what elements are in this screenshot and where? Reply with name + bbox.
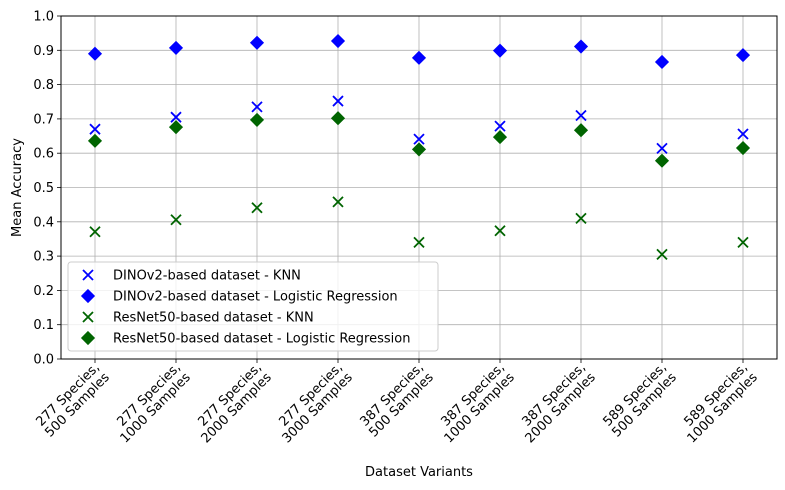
legend-box (67, 261, 439, 352)
data-point (411, 50, 427, 65)
svg-text:589 Species,500 Samples: 589 Species,500 Samples (599, 360, 679, 440)
legend-entry: ResNet50-based dataset - Logistic Regres… (80, 330, 410, 347)
legend-marker (80, 330, 96, 346)
y-axis: 0.0 0.1 0.2 0.3 0.4 0.5 0.6 0.7 0.8 0.9 1.0 (33, 10, 61, 368)
legend-marker (80, 288, 96, 304)
data-point (87, 133, 103, 148)
series-4 (87, 111, 751, 168)
data-point (249, 35, 265, 50)
x-tick-label: 589 Species,500 Samples (599, 360, 679, 440)
y-tick-label: 0.7 (33, 112, 54, 127)
data-point (330, 33, 346, 49)
data-point (654, 153, 670, 168)
data-point (492, 43, 508, 58)
data-point (89, 226, 101, 238)
svg-text:277 Species,2000 Samples: 277 Species,2000 Samples (189, 360, 275, 446)
y-tick-label: 0.3 (33, 250, 54, 265)
legend-label: ResNet50-based dataset - KNN (113, 311, 314, 326)
series-3 (89, 196, 749, 261)
data-point (737, 236, 749, 249)
data-point (575, 212, 587, 225)
legend-label: DINOv2-based dataset - Logistic Regressi… (113, 290, 398, 305)
legend: DINOv2-based dataset - KNN DINOv2-based d… (67, 261, 439, 352)
y-tick-label: 1.0 (33, 10, 54, 25)
data-point (575, 109, 587, 122)
data-point (251, 101, 263, 113)
y-tick-label: 0.9 (33, 44, 54, 59)
series-2 (87, 33, 751, 70)
y-axis-label: Mean Accuracy (10, 138, 25, 237)
svg-text:277 Species,3000 Samples: 277 Species,3000 Samples (270, 360, 356, 446)
data-point (332, 95, 344, 107)
data-point (168, 120, 184, 135)
data-point (735, 48, 751, 63)
x-axis: 277 Species,500 Samples 277 Species,1000 … (32, 359, 761, 446)
data-point (411, 142, 427, 157)
series-1 (89, 95, 749, 155)
data-point (735, 140, 751, 156)
x-tick-label: 589 Species,1000 Samples (675, 360, 761, 446)
y-tick-label: 0.1 (33, 318, 54, 333)
legend-label: ResNet50-based dataset - Logistic Regres… (113, 332, 410, 347)
svg-text:387 Species,500 Samples: 387 Species,500 Samples (356, 360, 436, 440)
svg-text:387 Species,1000 Samples: 387 Species,1000 Samples (432, 360, 518, 446)
data-point (573, 123, 589, 138)
data-point (494, 120, 506, 132)
x-tick-label: 387 Species,1000 Samples (432, 360, 518, 446)
legend-label: DINOv2-based dataset - KNN (113, 269, 301, 284)
data-point (413, 133, 425, 145)
svg-text:589 Species,1000 Samples: 589 Species,1000 Samples (675, 360, 761, 446)
data-point (89, 123, 101, 135)
x-tick-label: 277 Species,2000 Samples (189, 360, 275, 446)
y-tick-label: 0.2 (33, 284, 54, 299)
data-point (656, 248, 668, 261)
x-tick-label: 387 Species,2000 Samples (513, 360, 599, 446)
data-point (87, 46, 103, 61)
x-tick-label: 277 Species,1000 Samples (108, 360, 194, 446)
svg-text:387 Species,2000 Samples: 387 Species,2000 Samples (513, 360, 599, 446)
legend-entry: ResNet50-based dataset - KNN (82, 311, 314, 326)
data-point (413, 236, 425, 249)
y-tick-label: 0.4 (33, 215, 54, 230)
data-point (251, 202, 263, 214)
data-point (330, 111, 346, 126)
data-point (492, 130, 508, 145)
legend-entry: DINOv2-based dataset - Logistic Regressi… (80, 288, 398, 305)
x-axis-label: Dataset Variants (365, 465, 473, 480)
data-point (170, 214, 182, 226)
x-tick-label: 277 Species,500 Samples (32, 360, 112, 440)
legend-entry: DINOv2-based dataset - KNN (82, 269, 301, 284)
y-tick-label: 0.5 (33, 181, 54, 196)
y-tick-label: 0.8 (33, 78, 54, 93)
data-point (170, 111, 182, 123)
legend-marker (82, 311, 94, 323)
svg-text:277 Species,500 Samples: 277 Species,500 Samples (32, 360, 112, 440)
data-point (332, 196, 344, 208)
data-marks (87, 33, 751, 261)
data-point (249, 112, 265, 127)
data-point (168, 40, 184, 55)
data-point (656, 142, 668, 155)
legend-marker (82, 269, 94, 281)
data-point (494, 225, 506, 237)
data-point (573, 39, 589, 54)
data-point (737, 128, 749, 140)
y-tick-label: 0.0 (33, 353, 54, 368)
y-tick-label: 0.6 (33, 147, 54, 162)
data-point (654, 54, 670, 70)
svg-text:277 Species,1000 Samples: 277 Species,1000 Samples (108, 360, 194, 446)
x-tick-label: 277 Species,3000 Samples (270, 360, 356, 446)
x-tick-label: 387 Species,500 Samples (356, 360, 436, 440)
